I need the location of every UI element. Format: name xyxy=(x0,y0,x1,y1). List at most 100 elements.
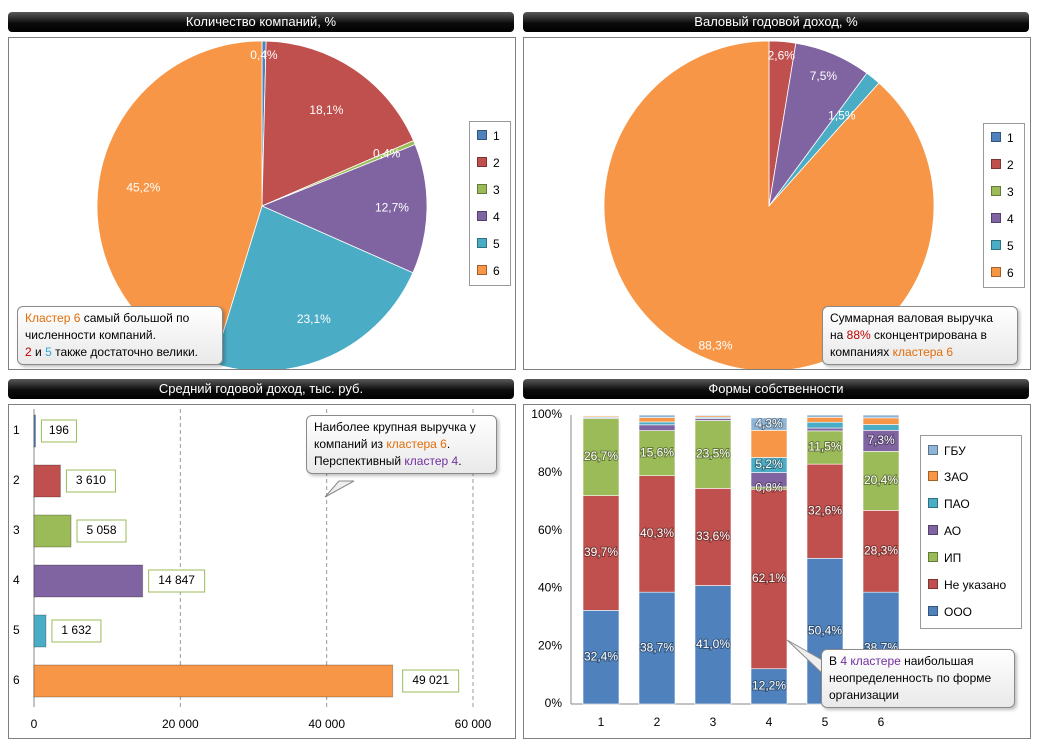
pie-value-label: 1,5% xyxy=(828,109,856,123)
callout-line-3: 2 и 5 также достаточно велики. xyxy=(25,344,215,361)
bar-cluster-5 xyxy=(33,614,47,648)
legend-label: ЗАО xyxy=(944,470,969,484)
y-tick-label: 4 xyxy=(13,573,20,587)
y-tick-label: 5 xyxy=(13,623,20,637)
callout-text: Перспективный xyxy=(314,454,405,468)
legend-label: 3 xyxy=(1007,185,1014,199)
pie-value-label: 23,1% xyxy=(297,312,331,326)
legend-label: ООО xyxy=(944,605,973,619)
x-tick-label: 3 xyxy=(710,715,717,729)
stack-segment-ИП xyxy=(862,451,900,511)
callout-text: наибольшая xyxy=(900,654,974,668)
stack-segment-ЗАО xyxy=(638,417,676,423)
legend-label: 5 xyxy=(493,237,500,251)
pie-value-label: 0,4% xyxy=(373,146,401,160)
stack-segment-АО xyxy=(638,424,676,431)
bar-value-box xyxy=(65,469,116,493)
bar-cluster-3 xyxy=(33,514,72,548)
panel-title-ownership: Формы собственности xyxy=(523,379,1029,399)
callout-pointer xyxy=(324,480,355,498)
callout-line-2: численности компаний. xyxy=(25,328,156,342)
stack-value-label: 15,6% xyxy=(640,445,674,459)
legend-swatch xyxy=(991,240,1001,250)
legend-label: 5 xyxy=(1007,239,1014,253)
bar-value-label: 14 847 xyxy=(158,573,195,587)
bar-value-box xyxy=(51,619,102,643)
x-tick-label: 1 xyxy=(598,715,605,729)
callout-highlight: Кластер 6 xyxy=(25,311,81,325)
pie-slice-2 xyxy=(261,40,415,207)
companies-callout: Кластер 6 самый большой по численности к… xyxy=(17,306,223,365)
pie-slice-4 xyxy=(260,143,428,274)
y-tick-label: 60% xyxy=(538,523,562,537)
legend-item-3: 3 xyxy=(991,184,1014,200)
stack-segment-ГБУ xyxy=(862,414,900,419)
pie-value-label: 12,7% xyxy=(375,200,409,214)
x-tick-label: 6 xyxy=(878,715,885,729)
legend-swatch xyxy=(477,211,487,221)
legend-swatch xyxy=(991,132,1001,142)
stack-value-label: 32,4% xyxy=(584,649,618,663)
stack-value-label: 40,3% xyxy=(640,526,674,540)
stack-segment-Не указано xyxy=(806,463,844,559)
bar-value-label: 196 xyxy=(49,423,69,437)
legend-label: 4 xyxy=(1007,212,1014,226)
pie-value-label: 2,6% xyxy=(768,49,796,63)
bar-value-label: 3 610 xyxy=(76,473,106,487)
legend-label: 4 xyxy=(493,210,500,224)
legend-swatch xyxy=(991,213,1001,223)
callout-line-1: Суммарная валовая выручка xyxy=(830,311,993,325)
stack-value-label: 28,3% xyxy=(864,543,898,557)
companies-pie-chart: 0,4% 18,1% 0,4% 12,7% 23,1% 45,2% xyxy=(96,40,428,369)
legend-item-ooo: ООО xyxy=(928,604,972,620)
stack-segment-Не указано xyxy=(862,510,900,593)
stack-segment-ПАО xyxy=(806,421,844,429)
stack-segment-ООО xyxy=(750,668,788,705)
stack-value-label: 33,6% xyxy=(696,529,730,543)
callout-text: на xyxy=(830,328,847,342)
x-tick-label: 0 xyxy=(31,717,38,731)
callout-highlight: 88% xyxy=(846,328,871,342)
stack-segment-ООО xyxy=(582,610,620,705)
stack-segment-ГБУ xyxy=(582,414,620,416)
legend-swatch xyxy=(477,130,487,140)
legend-label: ПАО xyxy=(944,497,970,511)
legend-swatch xyxy=(928,471,938,481)
legend-swatch xyxy=(928,606,938,616)
callout-text: . xyxy=(446,437,451,451)
companies-legend: 1 2 3 4 5 6 xyxy=(469,121,511,286)
bar-value-box xyxy=(40,419,77,443)
legend-item-1: 1 xyxy=(477,128,500,144)
stack-value-label: 7,3% xyxy=(867,433,895,447)
legend-label: АО xyxy=(944,524,962,538)
revenue-callout: Суммарная валовая выручка на 88% сконцен… xyxy=(822,306,1018,365)
bar-value-label: 49 021 xyxy=(412,673,449,687)
legend-swatch xyxy=(477,265,487,275)
y-tick-label: 3 xyxy=(13,523,20,537)
stack-segment-ИП xyxy=(694,420,732,489)
legend-label: 3 xyxy=(493,183,500,197)
legend-label: Не указано xyxy=(944,578,1007,592)
y-tick-label: 80% xyxy=(538,465,562,479)
legend-item-1: 1 xyxy=(991,130,1014,146)
callout-highlight: кластер 4 xyxy=(404,454,459,468)
stack-segment-ЗАО xyxy=(806,417,844,423)
legend-label: 1 xyxy=(1007,131,1014,145)
stack-value-label: 62,1% xyxy=(752,571,786,585)
stack-segment-ООО xyxy=(638,591,676,705)
legend-item-zao: ЗАО xyxy=(928,469,968,485)
legend-item-5: 5 xyxy=(477,236,500,252)
ownership-stacked-chart: 0% 20% 40% 60% 80% 100% 32,4% 39,7% 26,7% 1 38,7% 4… xyxy=(531,407,904,729)
callout-line-2: неопределенность по форме xyxy=(829,671,992,685)
stack-value-label: 20,4% xyxy=(864,473,898,487)
stack-value-label: 26,7% xyxy=(584,449,618,463)
legend-swatch xyxy=(477,157,487,167)
stack-value-label: 0,8% xyxy=(755,480,783,494)
revenue-pie-chart: 2,6% 7,5% 1,5% 88,3% xyxy=(603,40,935,369)
callout-line-3: компаниях кластера 6 xyxy=(830,344,1010,361)
callout-text: компаниях xyxy=(830,345,893,359)
companies-pie-panel: 0,4% 18,1% 0,4% 12,7% 23,1% 45,2% 1 2 3 4 5 6… xyxy=(8,37,516,370)
callout-line-1: В 4 кластере наибольшая xyxy=(829,653,1007,670)
callout-highlight: 4 кластере xyxy=(840,654,901,668)
revenue-legend: 1 2 3 4 5 6 xyxy=(983,123,1025,288)
